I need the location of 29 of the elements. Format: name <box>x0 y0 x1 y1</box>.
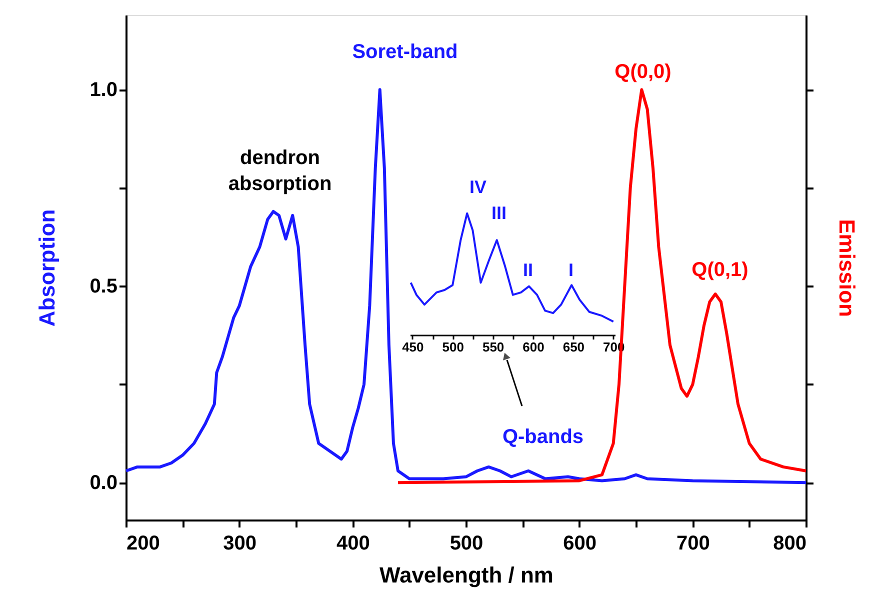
line-series <box>124 88 808 484</box>
x-tick-label: 300 <box>223 532 257 554</box>
annotation: IV <box>469 177 487 197</box>
annotation: dendron absorption <box>228 147 332 195</box>
annotation: I <box>568 260 574 280</box>
x-tick-label: 700 <box>676 532 710 554</box>
annotation: Q(0,0) <box>614 61 672 83</box>
x-axis-title: Wavelength / nm <box>380 562 554 588</box>
x-tick-label: 600 <box>522 340 544 354</box>
annotation: Soret-band <box>352 41 458 63</box>
x-tick-label: 450 <box>402 340 424 354</box>
x-tick-label: 400 <box>336 532 370 554</box>
line-series <box>396 88 808 484</box>
x-tick-label: 500 <box>442 340 464 354</box>
x-tick-label: 550 <box>482 340 504 354</box>
y-tick-label: 1.0 <box>90 79 118 102</box>
x-tick-label: 800 <box>773 532 806 554</box>
annotation: Q-bands <box>502 426 584 448</box>
x-tick-label: 500 <box>450 532 484 554</box>
x-tick-label: 600 <box>563 532 597 554</box>
x-tick-label: 650 <box>562 340 585 354</box>
y-tick-label: 0.5 <box>90 276 118 298</box>
annotation: Q(0,1) <box>692 259 748 281</box>
annotation: III <box>491 203 507 223</box>
y-tick-label: 0.0 <box>90 472 118 494</box>
y2-axis-title: Emission <box>834 219 860 317</box>
y-axis-title: Absorption <box>34 209 60 327</box>
x-tick-label: 200 <box>126 532 160 554</box>
annotation: II <box>522 260 534 280</box>
